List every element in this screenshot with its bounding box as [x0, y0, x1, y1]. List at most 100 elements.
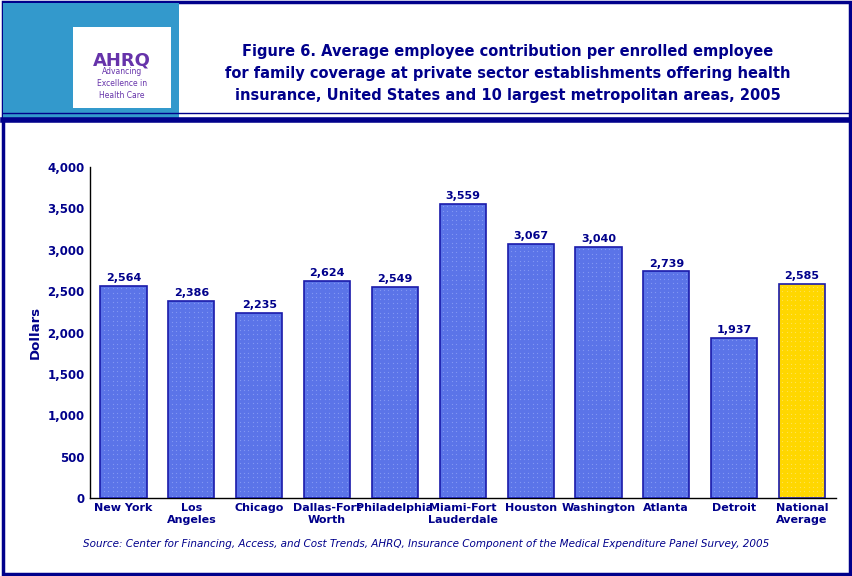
Point: [204, 399, 217, 408]
Point: [385, 367, 399, 377]
Point: [607, 391, 620, 400]
Point: [385, 354, 399, 363]
Point: [339, 293, 353, 302]
Point: [314, 311, 327, 320]
Point: [390, 414, 404, 423]
Point: [407, 304, 421, 313]
Point: [814, 423, 827, 432]
Point: [584, 304, 598, 313]
Point: [504, 325, 517, 335]
Point: [132, 404, 146, 413]
Point: [335, 297, 348, 306]
Point: [512, 335, 526, 344]
Point: [399, 381, 412, 391]
Point: [241, 394, 255, 403]
Point: [101, 478, 115, 487]
Bar: [371, 287, 417, 498]
Point: [521, 385, 534, 395]
Point: [449, 395, 463, 404]
Point: [607, 427, 620, 437]
Point: [543, 427, 556, 436]
Point: [440, 385, 454, 395]
Point: [611, 400, 625, 409]
Point: [678, 334, 692, 343]
Point: [526, 283, 539, 293]
Point: [534, 422, 548, 431]
Point: [639, 389, 653, 399]
Point: [169, 331, 182, 340]
Point: [466, 211, 480, 220]
Point: [508, 491, 521, 501]
Point: [508, 487, 521, 496]
Point: [263, 325, 277, 334]
Point: [512, 381, 526, 390]
Point: [178, 418, 192, 427]
Point: [304, 491, 318, 501]
Point: [728, 459, 742, 468]
Point: [466, 473, 480, 482]
Point: [204, 418, 217, 427]
Point: [435, 238, 449, 248]
Point: [814, 482, 827, 491]
Point: [639, 445, 653, 454]
Point: [97, 353, 111, 362]
Point: [335, 408, 348, 417]
Point: [814, 373, 827, 382]
Point: [607, 350, 620, 359]
Point: [458, 321, 471, 330]
Point: [576, 286, 590, 295]
Point: [805, 459, 819, 468]
Point: [199, 363, 213, 372]
Point: [674, 464, 688, 473]
Point: [801, 464, 815, 473]
Point: [449, 229, 463, 238]
Point: [508, 330, 521, 339]
Point: [643, 417, 657, 426]
Point: [164, 340, 178, 349]
Point: [385, 335, 399, 344]
Point: [241, 454, 255, 464]
Point: [263, 348, 277, 357]
Point: [792, 478, 806, 487]
Point: [245, 348, 259, 357]
Point: [136, 362, 150, 372]
Point: [572, 363, 585, 373]
Point: [466, 335, 480, 344]
Point: [458, 372, 471, 381]
Point: [318, 376, 331, 385]
Point: [508, 450, 521, 459]
Point: [593, 286, 607, 295]
Point: [805, 359, 819, 369]
Point: [101, 390, 115, 399]
Point: [462, 404, 475, 413]
Point: [377, 377, 390, 386]
Point: [643, 380, 657, 389]
Point: [516, 418, 530, 427]
Point: [774, 427, 788, 437]
Point: [245, 482, 259, 491]
Point: [118, 395, 132, 404]
Point: [805, 319, 819, 328]
Point: [182, 386, 196, 395]
Point: [250, 491, 263, 501]
Point: [783, 391, 797, 400]
Point: [805, 441, 819, 450]
Point: [191, 308, 204, 317]
Point: [368, 391, 382, 400]
Point: [254, 459, 268, 468]
Point: [449, 275, 463, 284]
Point: [809, 309, 823, 319]
Point: [164, 395, 178, 404]
Point: [504, 450, 517, 459]
Point: [508, 339, 521, 348]
Point: [512, 270, 526, 279]
Point: [742, 459, 756, 468]
Point: [512, 487, 526, 496]
Point: [268, 329, 281, 339]
Point: [602, 313, 615, 322]
Point: [118, 381, 132, 390]
Point: [326, 357, 340, 366]
Point: [792, 373, 806, 382]
Point: [470, 252, 484, 262]
Point: [543, 385, 556, 395]
